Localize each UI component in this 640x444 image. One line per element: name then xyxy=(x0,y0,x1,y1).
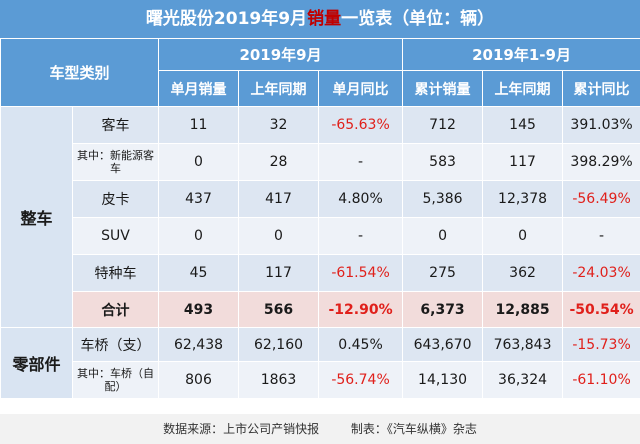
cell: -65.63% xyxy=(318,106,404,144)
col-header-ytd-prior: 上年同期 xyxy=(482,70,564,107)
table-row: 其中：车桥（自配） 806 1863 -56.74% 14,130 36,324… xyxy=(1,361,640,399)
table-row: 零部件 车桥（支） 62,438 62,160 0.45% 643,670 76… xyxy=(0,327,640,399)
cell: 36,324 xyxy=(482,361,564,399)
table-footer: 数据来源：上市公司产销快报 制表：《汽车纵横》杂志 xyxy=(0,414,640,444)
cell: - xyxy=(562,217,640,255)
cell: 0 xyxy=(238,217,320,255)
table-row: 其中：新能源客车 0 28 - 583 117 398.29% xyxy=(1,143,640,181)
row-name: 车桥（支） xyxy=(71,327,160,362)
cell: 12,885 xyxy=(482,291,564,328)
table-maker-note: 制表：《汽车纵横》杂志 xyxy=(350,422,477,436)
cell: 763,843 xyxy=(482,327,564,362)
cell: 712 xyxy=(402,106,484,144)
cell: 437 xyxy=(158,180,240,218)
cell: 117 xyxy=(238,254,320,292)
col-header-monthly-sales: 单月销量 xyxy=(158,70,240,107)
col-header-monthly-yoy: 单月同比 xyxy=(318,70,404,107)
cell: -24.03% xyxy=(562,254,640,292)
title-suffix: 一览表（单位：辆） xyxy=(341,9,495,29)
cell: 1863 xyxy=(238,361,320,399)
cell: 45 xyxy=(158,254,240,292)
col-header-ytd-yoy: 累计同比 xyxy=(562,70,640,107)
cell: 32 xyxy=(238,106,320,144)
group-header-month: 2019年9月 xyxy=(158,38,404,71)
cell: 362 xyxy=(482,254,564,292)
header-row-columns: 单月销量 上年同期 单月同比 累计销量 上年同期 累计同比 xyxy=(1,70,640,107)
sales-table: 车型类别 2019年9月 2019年1-9月 单月销量 上年同期 单月同比 累计… xyxy=(0,38,640,399)
category-header: 车型类别 xyxy=(0,38,160,107)
table-row: 整车 客车 11 32 -65.63% 712 145 391.03% xyxy=(0,106,640,328)
cell: -50.54% xyxy=(562,291,640,328)
cell: 4.80% xyxy=(318,180,404,218)
cell: 566 xyxy=(238,291,320,328)
row-name: 特种车 xyxy=(71,254,160,292)
cell: 14,130 xyxy=(402,361,484,399)
title-prefix: 曙光股份2019年9月 xyxy=(145,9,308,29)
cell: -61.10% xyxy=(562,361,640,399)
table-row: 特种车 45 117 -61.54% 275 362 -24.03% xyxy=(1,254,640,292)
header-row-groups: 车型类别 2019年9月 2019年1-9月 xyxy=(0,38,640,107)
cell: 643,670 xyxy=(402,327,484,362)
table-title: 曙光股份2019年9月销量一览表（单位：辆） xyxy=(0,0,640,38)
cell: 391.03% xyxy=(562,106,640,144)
cell: - xyxy=(318,217,404,255)
cell: 145 xyxy=(482,106,564,144)
cell: 0 xyxy=(158,217,240,255)
cell: 0.45% xyxy=(318,327,404,362)
cell: 493 xyxy=(158,291,240,328)
title-highlight: 销量 xyxy=(307,9,342,29)
cell: 12,378 xyxy=(482,180,564,218)
col-header-monthly-prior: 上年同期 xyxy=(238,70,320,107)
cell: -61.54% xyxy=(318,254,404,292)
total-row: 合计 493 566 -12.90% 6,373 12,885 -50.54% xyxy=(1,291,640,328)
row-name: 皮卡 xyxy=(71,180,160,218)
cell: 806 xyxy=(158,361,240,399)
cell: - xyxy=(318,143,404,181)
row-name: SUV xyxy=(71,217,160,255)
cell: 62,160 xyxy=(238,327,320,362)
cell: 0 xyxy=(158,143,240,181)
data-source-note: 数据来源：上市公司产销快报 xyxy=(163,422,320,436)
row-name: 客车 xyxy=(71,106,160,144)
cell: 417 xyxy=(238,180,320,218)
cell: 398.29% xyxy=(562,143,640,181)
row-name: 其中：新能源客车 xyxy=(71,143,160,181)
category-vehicle: 整车 xyxy=(0,106,73,328)
cell: 11 xyxy=(158,106,240,144)
cell: 6,373 xyxy=(402,291,484,328)
row-name: 合计 xyxy=(71,291,160,328)
cell: 117 xyxy=(482,143,564,181)
table-row: SUV 0 0 - 0 0 - xyxy=(1,217,640,255)
cell: 275 xyxy=(402,254,484,292)
cell: 0 xyxy=(482,217,564,255)
col-header-ytd-sales: 累计销量 xyxy=(402,70,484,107)
cell: 583 xyxy=(402,143,484,181)
category-parts: 零部件 xyxy=(0,327,73,399)
cell: -12.90% xyxy=(318,291,404,328)
row-name: 其中：车桥（自配） xyxy=(71,361,160,399)
cell: 62,438 xyxy=(158,327,240,362)
group-header-ytd: 2019年1-9月 xyxy=(402,38,640,71)
cell: -56.74% xyxy=(318,361,404,399)
cell: 5,386 xyxy=(402,180,484,218)
cell: 28 xyxy=(238,143,320,181)
cell: -15.73% xyxy=(562,327,640,362)
table-row: 皮卡 437 417 4.80% 5,386 12,378 -56.49% xyxy=(1,180,640,218)
cell: -56.49% xyxy=(562,180,640,218)
cell: 0 xyxy=(402,217,484,255)
